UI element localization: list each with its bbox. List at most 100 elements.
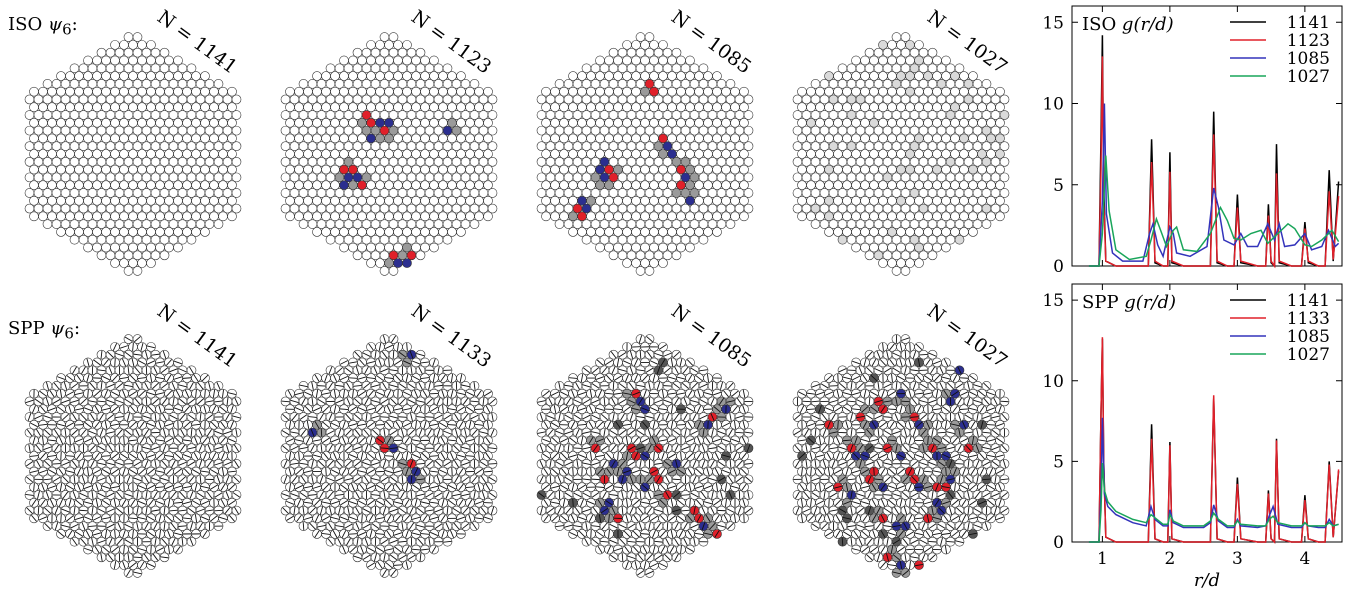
particle-orientation	[179, 413, 186, 421]
particle-orientation	[56, 423, 66, 427]
particle-orientation	[667, 392, 677, 395]
particle	[590, 141, 601, 152]
particle-orientation	[650, 407, 658, 412]
particle	[415, 188, 426, 198]
particle	[128, 242, 138, 253]
particle-orientation	[564, 430, 573, 435]
particle	[685, 55, 695, 66]
particle-orientation	[66, 422, 74, 428]
particle-orientation	[578, 391, 586, 396]
particle	[343, 110, 354, 120]
particle-orientation	[290, 462, 299, 465]
particle-orientation	[676, 392, 686, 395]
particle-orientation	[200, 470, 210, 473]
particle	[289, 141, 300, 152]
particle-orientation	[382, 382, 387, 390]
particle-orientation	[150, 545, 152, 554]
particle	[74, 164, 84, 175]
particle-orientation	[282, 507, 289, 514]
particle	[680, 79, 691, 89]
particle-orientation	[443, 540, 452, 543]
particle-orientation	[591, 431, 600, 434]
particle-orientation	[34, 414, 43, 420]
particle	[137, 118, 147, 128]
particle-orientation	[344, 478, 353, 481]
particle-orientation	[353, 446, 362, 451]
particle	[541, 195, 551, 206]
particle	[640, 118, 650, 128]
particle	[110, 86, 120, 97]
particle	[195, 219, 206, 229]
particle-orientation	[683, 397, 688, 406]
particle	[941, 195, 951, 206]
particle-orientation	[551, 422, 559, 428]
particle-orientation	[376, 484, 384, 490]
particle	[725, 125, 736, 136]
particle	[101, 71, 111, 81]
particle-orientation	[429, 501, 439, 504]
particle	[424, 234, 435, 245]
particle	[366, 71, 376, 81]
particle	[361, 47, 372, 58]
particle-orientation	[126, 413, 131, 422]
particle	[110, 164, 120, 175]
particle	[47, 102, 57, 113]
particle	[101, 102, 111, 113]
particle	[909, 63, 920, 74]
particle	[101, 164, 111, 175]
particle	[918, 188, 929, 198]
particle-orientation	[591, 383, 600, 389]
particle-orientation	[695, 375, 703, 381]
particle	[325, 125, 336, 136]
particle-orientation	[411, 548, 421, 551]
particle	[105, 188, 116, 198]
particle	[905, 242, 915, 253]
particle	[101, 86, 111, 97]
particle	[685, 118, 695, 128]
particle-orientation	[665, 444, 670, 453]
particle	[83, 133, 93, 144]
particle	[42, 79, 53, 89]
particle-orientation	[31, 499, 37, 507]
particle-orientation	[57, 376, 65, 380]
particle	[689, 203, 700, 214]
particle-orientation	[304, 391, 312, 396]
particle	[703, 118, 713, 128]
particle-orientation	[57, 406, 65, 413]
particle	[429, 227, 439, 237]
particle	[393, 258, 403, 268]
particle-orientation	[402, 407, 412, 411]
particle	[685, 71, 695, 81]
particle	[743, 188, 754, 198]
particle	[227, 102, 237, 113]
particle	[307, 156, 318, 167]
particle	[658, 242, 668, 253]
particle-orientation	[702, 428, 705, 437]
particle-orientation	[95, 483, 99, 492]
particle-orientation	[642, 421, 648, 429]
particle	[469, 188, 480, 198]
particle	[667, 86, 677, 97]
particle	[815, 86, 825, 97]
particle-orientation	[622, 423, 632, 426]
particle	[60, 141, 71, 152]
particle-orientation	[80, 398, 87, 405]
particle-orientation	[291, 413, 298, 421]
particle	[298, 110, 309, 120]
particle	[483, 195, 493, 206]
particle	[990, 110, 1001, 120]
particle	[864, 110, 875, 120]
particle	[375, 211, 385, 222]
particle-orientation	[349, 546, 357, 553]
particle	[595, 195, 605, 206]
particle-orientation	[35, 428, 42, 437]
particle	[280, 188, 291, 198]
particle	[577, 133, 587, 144]
particle	[123, 266, 134, 276]
particle	[999, 94, 1010, 105]
particle	[321, 133, 331, 144]
particle-orientation	[385, 562, 393, 569]
particle-orientation	[405, 467, 409, 476]
particle	[92, 211, 102, 222]
particle	[685, 86, 695, 97]
